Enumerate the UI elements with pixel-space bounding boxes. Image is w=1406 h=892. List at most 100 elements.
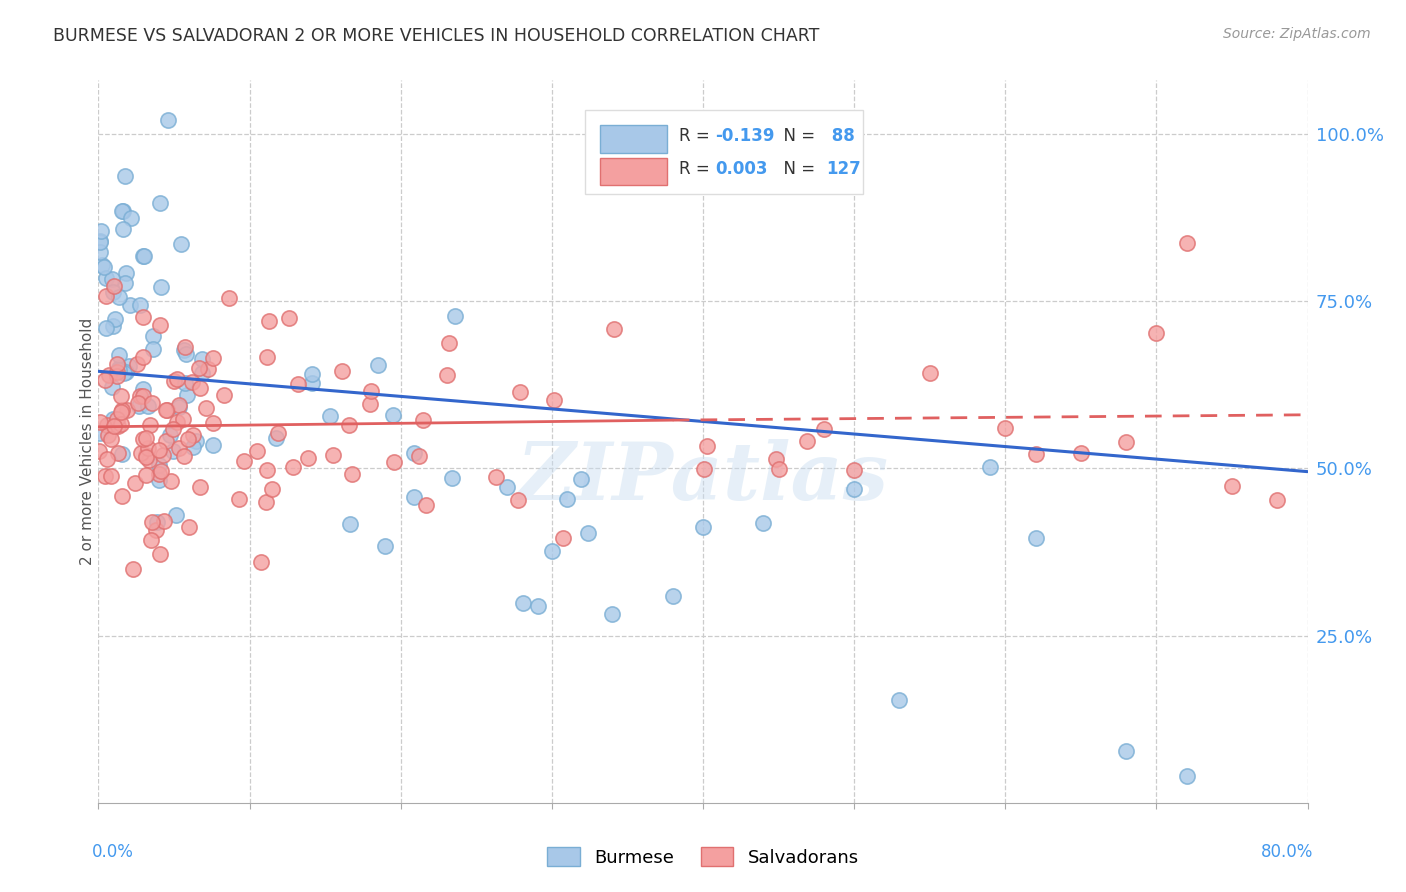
- Point: [101, 285, 124, 299]
- Point: [142, 329, 165, 343]
- Point: [752, 516, 775, 531]
- Point: [138, 418, 160, 433]
- Point: [404, 446, 426, 460]
- Point: [553, 532, 575, 546]
- Point: [246, 444, 269, 458]
- Point: [813, 422, 835, 436]
- Point: [159, 428, 181, 442]
- Point: [114, 169, 136, 183]
- FancyBboxPatch shape: [600, 158, 666, 185]
- Point: [319, 409, 342, 423]
- Point: [543, 393, 565, 408]
- Point: [994, 420, 1017, 434]
- Point: [412, 413, 434, 427]
- Point: [297, 451, 319, 466]
- Point: [129, 446, 152, 460]
- Point: [602, 607, 624, 621]
- Point: [509, 385, 531, 400]
- Point: [1175, 235, 1198, 250]
- Point: [163, 374, 186, 388]
- Point: [374, 539, 396, 553]
- Point: [167, 398, 190, 412]
- Point: [1267, 493, 1289, 508]
- Point: [277, 311, 299, 326]
- Point: [104, 311, 127, 326]
- Point: [145, 523, 167, 537]
- Point: [1115, 743, 1137, 757]
- Point: [118, 298, 141, 312]
- Point: [404, 491, 426, 505]
- Text: 0.003: 0.003: [716, 161, 768, 178]
- Text: 80.0%: 80.0%: [1261, 843, 1313, 861]
- Point: [105, 412, 128, 426]
- Point: [149, 318, 172, 332]
- Point: [194, 401, 217, 415]
- Text: N =: N =: [773, 161, 821, 178]
- Point: [112, 222, 135, 236]
- Point: [301, 376, 323, 390]
- Point: [692, 520, 714, 534]
- Point: [167, 441, 190, 455]
- Point: [105, 368, 128, 383]
- Point: [103, 279, 125, 293]
- Point: [103, 418, 125, 433]
- Point: [129, 389, 152, 403]
- Point: [287, 376, 309, 391]
- Point: [156, 113, 179, 128]
- Point: [141, 515, 163, 529]
- Point: [359, 397, 381, 411]
- Point: [256, 350, 278, 364]
- Point: [89, 426, 111, 441]
- Point: [485, 470, 508, 484]
- Point: [257, 314, 280, 328]
- Point: [90, 259, 112, 273]
- Point: [138, 441, 160, 455]
- Point: [141, 395, 163, 409]
- Point: [101, 318, 124, 333]
- FancyBboxPatch shape: [600, 125, 666, 153]
- Point: [148, 443, 170, 458]
- Point: [190, 480, 212, 494]
- Point: [89, 416, 111, 430]
- Point: [495, 480, 517, 494]
- Point: [127, 396, 149, 410]
- Point: [1175, 769, 1198, 783]
- Point: [201, 438, 224, 452]
- Point: [112, 366, 135, 380]
- Point: [437, 335, 460, 350]
- Point: [135, 467, 157, 482]
- Point: [108, 361, 131, 376]
- Point: [181, 440, 204, 454]
- Point: [90, 224, 112, 238]
- Point: [94, 469, 117, 483]
- FancyBboxPatch shape: [585, 110, 863, 194]
- Point: [696, 439, 718, 453]
- Point: [100, 432, 122, 446]
- Point: [148, 473, 170, 487]
- Point: [124, 475, 146, 490]
- Point: [110, 405, 132, 419]
- Point: [128, 399, 150, 413]
- Point: [166, 371, 188, 385]
- Point: [127, 357, 149, 371]
- Point: [322, 448, 344, 462]
- Point: [212, 388, 235, 402]
- Point: [576, 525, 599, 540]
- Point: [108, 290, 131, 304]
- Point: [381, 408, 404, 422]
- Point: [132, 249, 155, 263]
- Point: [111, 489, 134, 503]
- Point: [1115, 434, 1137, 449]
- Point: [105, 365, 128, 379]
- Point: [132, 382, 155, 396]
- Point: [339, 517, 361, 532]
- Point: [506, 493, 529, 508]
- Point: [844, 483, 866, 497]
- Point: [129, 298, 152, 312]
- Point: [153, 514, 176, 528]
- Point: [188, 381, 211, 395]
- Point: [146, 515, 169, 529]
- Point: [135, 431, 157, 445]
- Point: [100, 380, 122, 394]
- Point: [201, 416, 224, 430]
